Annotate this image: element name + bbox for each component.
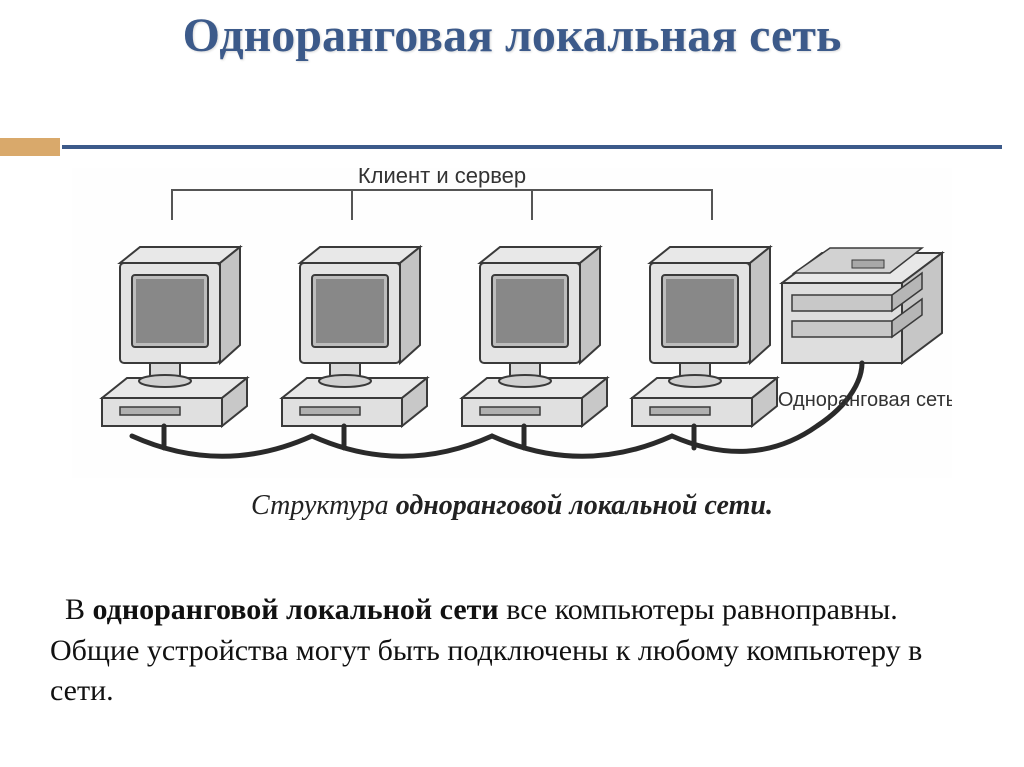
- accent-bar-left: [0, 138, 60, 156]
- para-before: В: [65, 593, 93, 626]
- page-title: Одноранговая локальная сеть: [0, 8, 1024, 63]
- svg-text:Одноранговая сеть: Одноранговая сеть: [778, 389, 952, 411]
- caption-bold: одноранговой локальной сети.: [396, 490, 773, 521]
- svg-text:Клиент и сервер: Клиент и сервер: [358, 168, 526, 188]
- body-paragraph: В одноранговой локальной сети все компью…: [50, 590, 974, 712]
- network-diagram: Клиент и сервер Одноранговая сеть: [72, 168, 952, 478]
- accent-bar-main: [62, 145, 1002, 149]
- diagram-caption: Структура одноранговой локальной сети.: [0, 490, 1024, 522]
- caption-prefix: Структура: [251, 490, 396, 521]
- para-bold: одноранговой локальной сети: [93, 593, 499, 626]
